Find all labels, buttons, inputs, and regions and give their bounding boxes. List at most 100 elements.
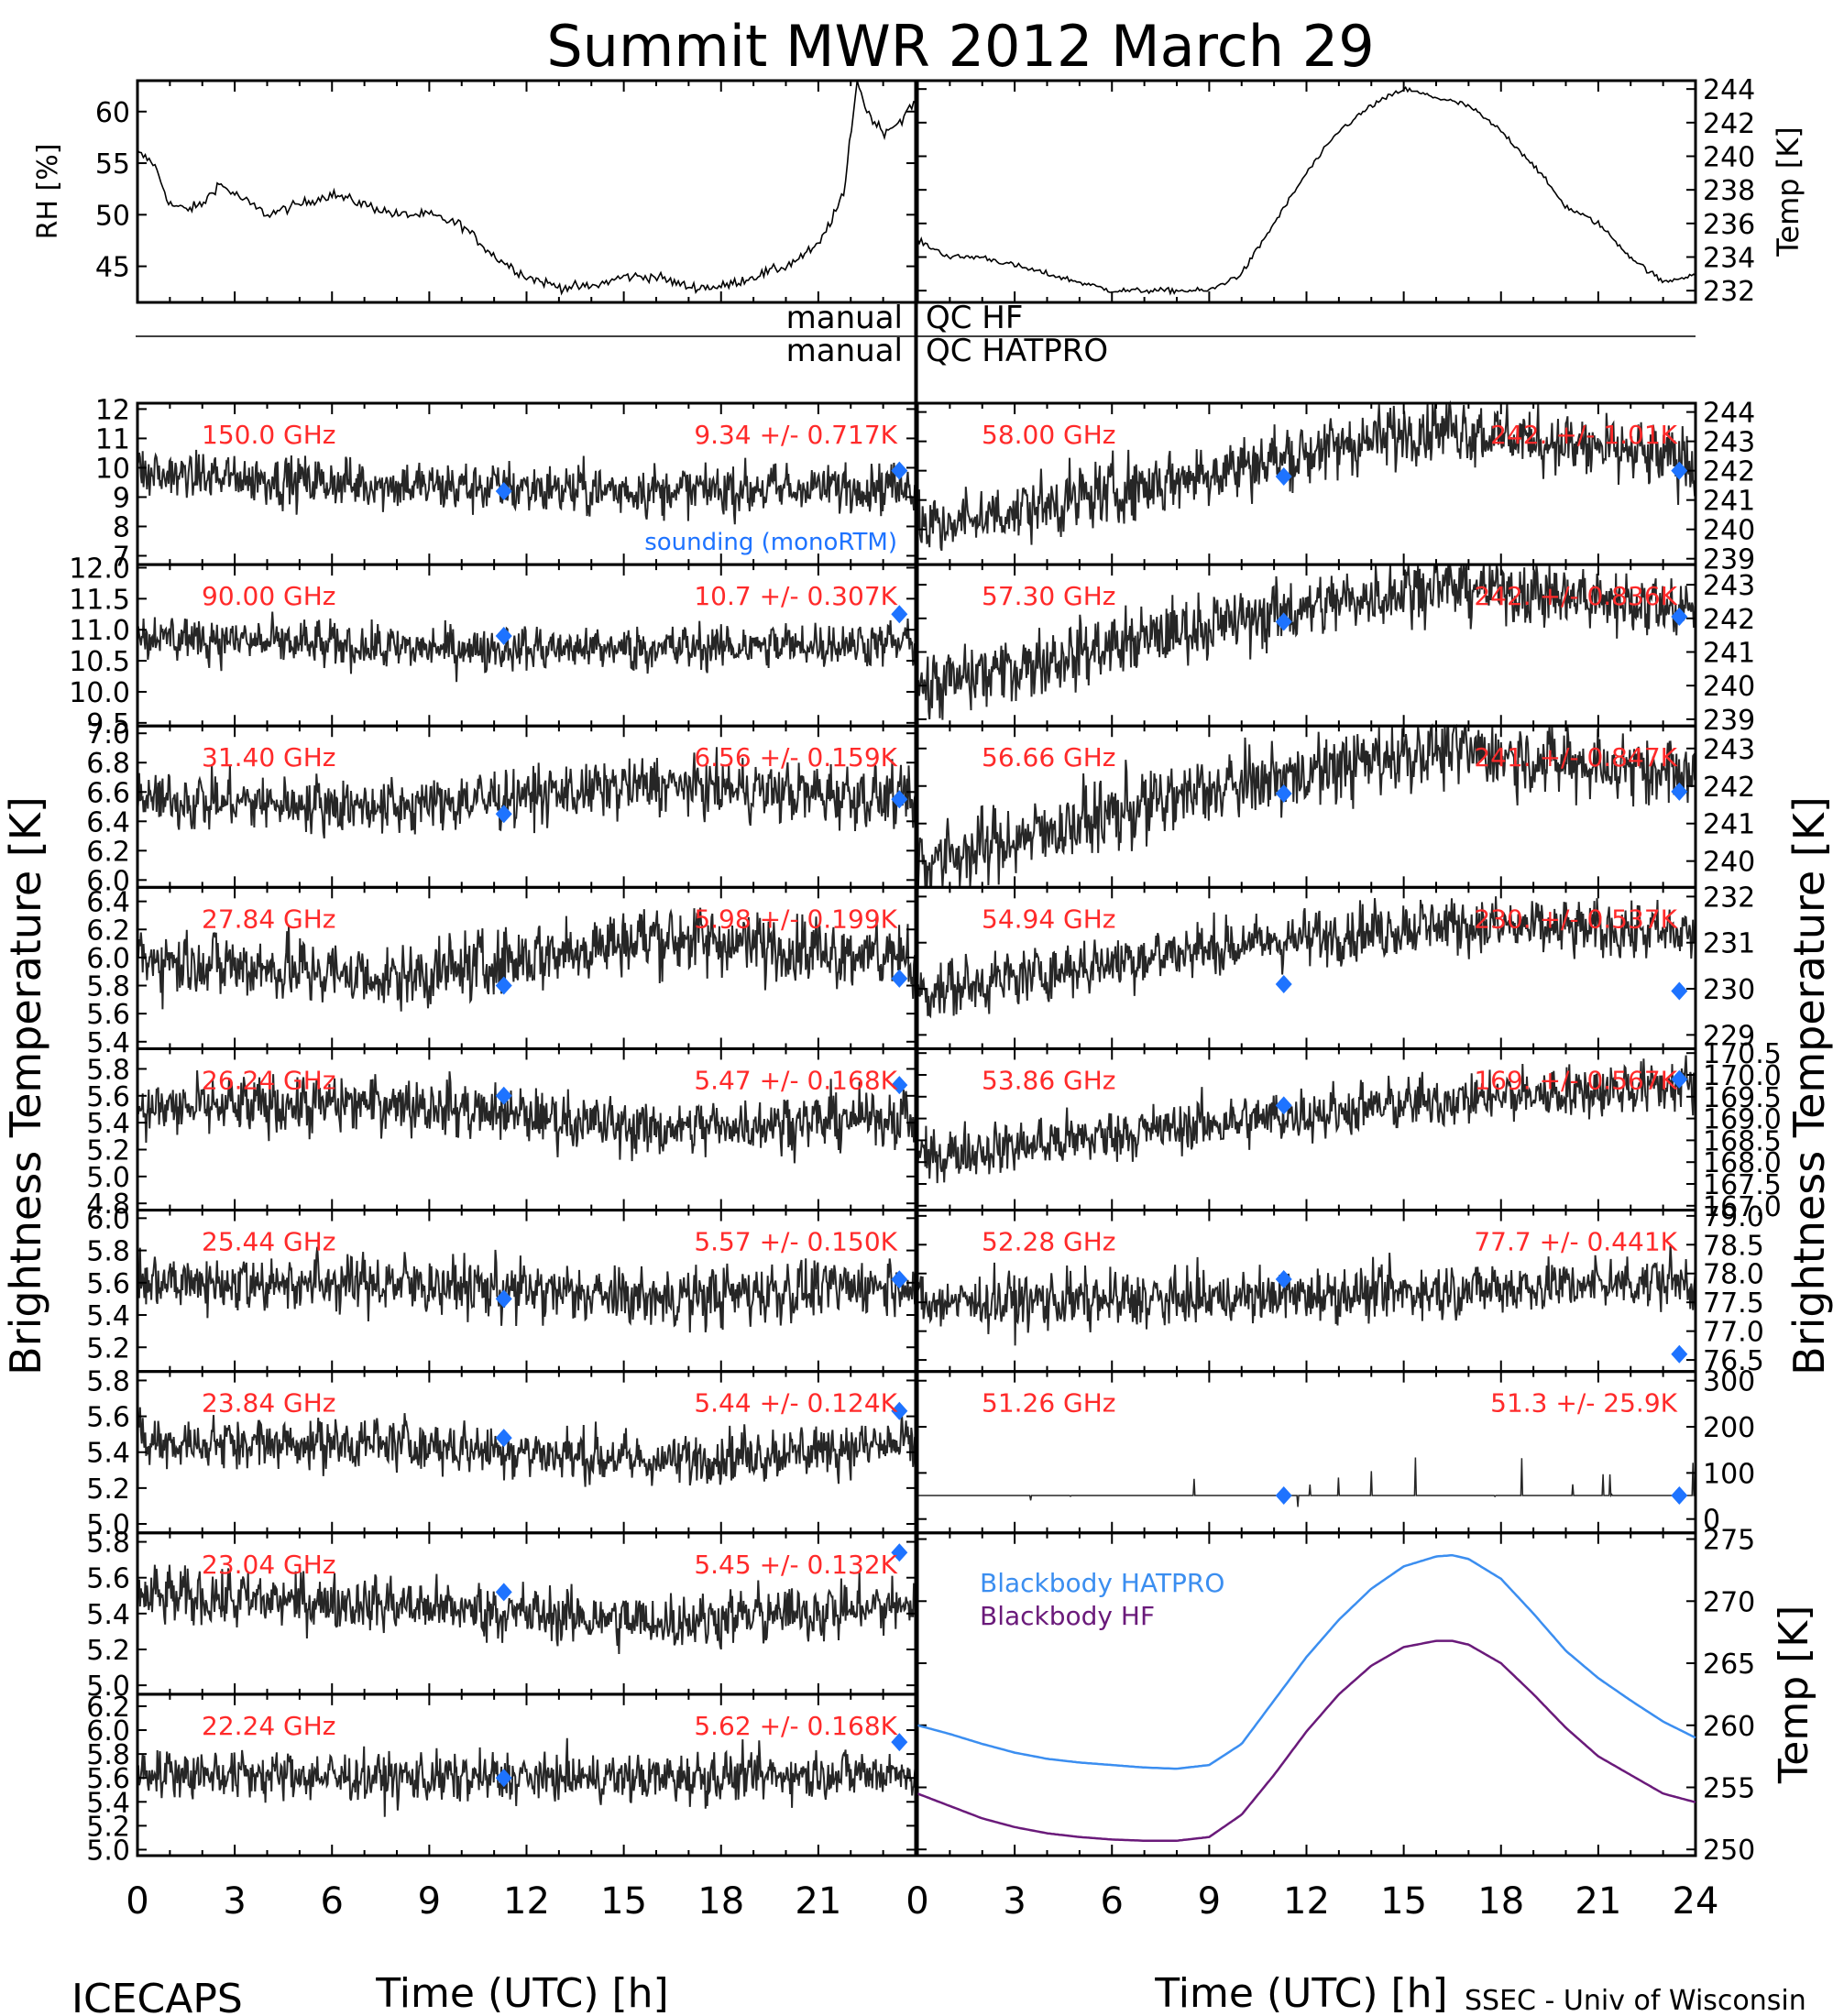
channel-statistic: 77.7 +/- 0.441K — [1474, 1227, 1677, 1257]
x-tick-label-left: 9 — [418, 1880, 441, 1923]
y-tick-label: 5.4 — [86, 1599, 130, 1631]
y-tick-label: 76.5 — [1703, 1345, 1764, 1377]
y-tick-label: 5.6 — [86, 1081, 130, 1113]
sounding-marker — [495, 1583, 512, 1602]
y-tick-label: 300 — [1703, 1366, 1755, 1398]
y-tick-label: 10.5 — [69, 646, 130, 678]
sounding-marker — [1275, 1270, 1292, 1289]
sounding-marker — [891, 1076, 908, 1095]
qc-hatpro-manual: manual — [786, 333, 903, 369]
blackbody-ylabel: Temp [K] — [1771, 1605, 1817, 1784]
figure-title: Summit MWR 2012 March 29 — [546, 13, 1374, 80]
y-tick-label: 79.0 — [1703, 1201, 1764, 1233]
sounding-marker — [495, 627, 512, 646]
y-tick-label: 11.5 — [69, 584, 130, 616]
sounding-marker — [891, 461, 908, 480]
y-tick-label: 5.4 — [86, 1108, 130, 1140]
y-tick-label: 239 — [1703, 544, 1755, 576]
x-tick-label-right: 9 — [1198, 1880, 1221, 1923]
y-tick-label: 229 — [1703, 1020, 1755, 1052]
y-tick-label: 11 — [95, 423, 130, 455]
y-tick-label: 5.6 — [86, 1268, 130, 1300]
blackbody-line-0 — [916, 1553, 1696, 1770]
channel-statistic: 169. +/- 0.567K — [1474, 1065, 1677, 1095]
y-tick-label: 5.4 — [86, 1787, 130, 1819]
sounding-marker — [1671, 981, 1688, 1001]
right-big-ylabel: Brightness Temperature [K] — [1784, 796, 1833, 1375]
channel-frequency: 54.94 GHz — [982, 904, 1116, 934]
y-tick-label: 275 — [1703, 1525, 1755, 1557]
y-tick-label: 9 — [113, 482, 130, 514]
y-tick-label: 5.6 — [86, 1402, 130, 1434]
y-tick-label: 5.8 — [86, 1528, 130, 1560]
y-tick-label: 6.2 — [86, 836, 130, 868]
channel-frequency: 150.0 GHz — [202, 420, 336, 450]
y-tick-label: 5.6 — [86, 999, 130, 1031]
y-tick-label: 5.8 — [86, 1236, 130, 1268]
channel-trace — [917, 1457, 1696, 1507]
y-tick-label: 6.0 — [86, 943, 130, 975]
channel-trace — [137, 747, 916, 838]
y-tick-label: 5.8 — [86, 971, 130, 1003]
y-tick-label: 6.0 — [86, 865, 130, 897]
qc-hf-manual: manual — [786, 300, 903, 336]
y-tick-label: 240 — [1703, 515, 1755, 547]
channel-trace — [137, 1070, 916, 1164]
channel-statistic: 5.47 +/- 0.168K — [694, 1065, 897, 1095]
blackbody-legend-1: Blackbody HF — [980, 1601, 1155, 1631]
left-big-ylabel: Brightness Temperature [K] — [1, 796, 50, 1375]
y-tick-label: 169.5 — [1703, 1082, 1782, 1114]
x-tick-label-right: 3 — [1003, 1880, 1026, 1923]
y-tick-label: 5.4 — [86, 1438, 130, 1470]
sounding-marker — [891, 1733, 908, 1752]
sounding-marker — [1275, 1486, 1292, 1506]
y-tick-label: 169.0 — [1703, 1104, 1782, 1136]
y-tick-label: 5.6 — [86, 1763, 130, 1795]
channel-trace — [137, 449, 916, 525]
y-tick-label: 5.2 — [86, 1474, 130, 1506]
channel-trace — [137, 611, 916, 683]
y-tick-label: 170.0 — [1703, 1060, 1782, 1092]
rh-panel — [136, 79, 917, 304]
channel-frequency: 27.84 GHz — [202, 904, 336, 934]
channel-statistic: 5.62 +/- 0.168K — [694, 1711, 897, 1741]
x-tick-label-right: 6 — [1101, 1880, 1124, 1923]
y-tick-label: 5.4 — [86, 1027, 130, 1059]
temp-ylabel: Temp [K] — [1771, 126, 1806, 257]
sounding-marker — [495, 976, 512, 995]
channel-trace — [137, 1737, 916, 1817]
channel-trace — [137, 1407, 916, 1487]
x-tick-label-right: 24 — [1673, 1880, 1719, 1923]
x-axis-label-right: Time (UTC) [h] — [1154, 1970, 1447, 2016]
y-tick-label: 9.5 — [86, 708, 130, 740]
channel-frequency: 31.40 GHz — [202, 742, 336, 772]
y-tick-label: 6.6 — [86, 777, 130, 809]
sounding-marker — [495, 805, 512, 824]
y-tick-label: 6.4 — [86, 887, 130, 919]
y-tick-label: 231 — [1703, 928, 1755, 960]
rh-ylabel: RH [%] — [32, 144, 64, 240]
y-tick-label: 243 — [1703, 570, 1755, 602]
channel-trace — [916, 896, 1696, 1019]
y-tick-label: 167.0 — [1703, 1191, 1782, 1223]
y-tick-label: 12.0 — [69, 553, 130, 585]
channel-statistic: 5.45 +/- 0.132K — [694, 1550, 897, 1580]
y-tick-label: 11.0 — [69, 615, 130, 647]
y-tick-label: 8 — [113, 511, 130, 543]
y-tick-label: 5.8 — [86, 1054, 130, 1086]
channel-statistic: 230. +/- 0.537K — [1474, 904, 1677, 934]
sounding-marker — [1671, 1344, 1688, 1364]
channel-statistic: 51.3 +/- 25.9K — [1490, 1388, 1677, 1419]
y-tick-label: 270 — [1703, 1586, 1755, 1618]
y-tick-label: 230 — [1703, 974, 1755, 1006]
channel-frequency: 52.28 GHz — [982, 1227, 1116, 1257]
sounding-marker — [891, 1543, 908, 1562]
blackbody-legend-0: Blackbody HATPRO — [980, 1568, 1224, 1598]
channel-trace — [916, 564, 1696, 720]
sounding-marker — [1275, 1096, 1292, 1115]
blackbody-line-1 — [916, 1639, 1696, 1842]
y-tick-label: 5.2 — [86, 1635, 130, 1667]
sounding-marker — [1275, 612, 1292, 631]
y-tick-label: 5.2 — [86, 1811, 130, 1843]
